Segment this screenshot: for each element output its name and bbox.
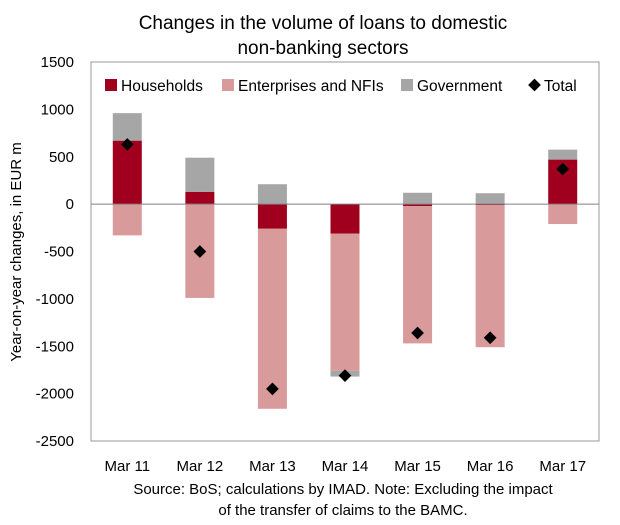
bar-households-mar-12	[185, 191, 215, 205]
bar-enterprises-and-nfis-mar-11	[112, 204, 142, 236]
bar-enterprises-and-nfis-mar-16	[475, 205, 505, 348]
marker-total-mar-13	[266, 382, 279, 396]
bar-government-mar-13	[257, 184, 287, 205]
y-tick-label: 0	[66, 196, 74, 213]
legend-label-government: Government	[417, 78, 503, 95]
x-tick-label: Mar 17	[539, 458, 586, 475]
x-tick-label: Mar 13	[249, 458, 296, 475]
y-tick-label: -1500	[36, 338, 74, 355]
legend: Households Enterprises and NFIs Governme…	[105, 78, 577, 95]
y-tick-label: -2500	[36, 433, 74, 450]
bar-government-mar-12	[185, 157, 215, 192]
y-tick-label: 1500	[41, 54, 74, 71]
chart-title-line-2: non-banking sectors	[237, 38, 408, 59]
marker-total-mar-12	[193, 245, 207, 258]
x-axis-ticks: Mar 11 Mar 12 Mar 13 Mar 14 Mar 15 Mar 16 Mar …	[104, 458, 586, 475]
y-tick-label: -1000	[36, 291, 74, 308]
bar-enterprises-and-nfis-mar-14	[330, 233, 360, 371]
plot-area-frame	[90, 61, 600, 442]
y-tick-label: 1000	[41, 101, 74, 118]
legend-marker-total	[528, 78, 541, 92]
bar-households-mar-13	[257, 204, 287, 229]
y-tick-label: 500	[49, 149, 74, 166]
y-axis-ticks: 1500 1000 500 0 -500 -1000 -1500 -2000 -2500	[36, 54, 74, 450]
marker-total-mar-16	[483, 331, 497, 345]
bar-enterprises-and-nfis-mar-17	[548, 204, 578, 225]
bar-households-mar-14	[330, 204, 360, 234]
x-tick-label: Mar 15	[394, 458, 441, 475]
footnote-line-1: Source: BoS; calculations by IMAD. Note:…	[133, 481, 553, 498]
y-tick-label: -500	[44, 244, 74, 261]
marker-total-mar-11	[120, 138, 134, 151]
y-axis-label: Year-on-year changes, in EUR m	[8, 142, 25, 362]
marker-total-mar-15	[411, 326, 424, 340]
x-tick-label: Mar 11	[104, 458, 150, 475]
bar-government-mar-17	[548, 149, 578, 160]
x-tick-label: Mar 14	[322, 458, 369, 475]
bar-series	[112, 113, 578, 409]
legend-swatch-households	[105, 79, 117, 91]
bar-households-mar-11	[112, 140, 142, 205]
footnote-line-2: of the transfer of claims to the BAMC.	[218, 502, 467, 519]
legend-label-total: Total	[544, 78, 577, 95]
x-tick-label: Mar 16	[467, 458, 514, 475]
bar-government-mar-15	[403, 192, 433, 205]
bar-enterprises-and-nfis-mar-15	[403, 206, 433, 344]
bar-enterprises-and-nfis-mar-13	[257, 228, 287, 409]
bar-households-mar-15	[403, 204, 433, 207]
marker-total-mar-14	[338, 369, 352, 382]
y-tick-label: -2000	[36, 386, 74, 403]
legend-swatch-enterprises	[222, 79, 234, 91]
x-tick-label: Mar 12	[177, 458, 224, 475]
legend-swatch-government	[401, 79, 413, 91]
chart-title-line-1: Changes in the volume of loans to domest…	[139, 13, 508, 34]
legend-label-households: Households	[121, 78, 203, 95]
legend-label-enterprises: Enterprises and NFIs	[238, 78, 384, 95]
bar-government-mar-16	[475, 193, 505, 205]
bar-government-mar-11	[112, 113, 142, 141]
